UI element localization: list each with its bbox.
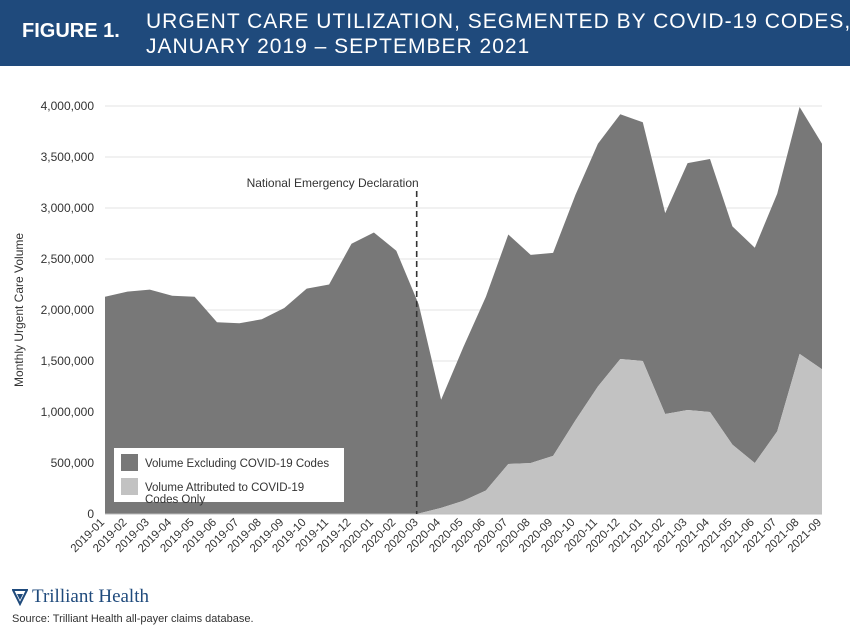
- y-tick-label: 3,500,000: [41, 150, 95, 164]
- trilliant-logo-icon: [12, 589, 28, 606]
- legend-box: [114, 448, 344, 502]
- y-tick-label: 1,500,000: [41, 354, 95, 368]
- legend-label: Codes Only: [145, 494, 205, 506]
- y-tick-label: 0: [87, 507, 94, 521]
- figure-label: FIGURE 1.: [22, 20, 120, 42]
- legend-swatch: [121, 478, 138, 495]
- y-tick-label: 2,000,000: [41, 303, 95, 317]
- y-tick-label: 4,000,000: [41, 99, 95, 113]
- y-tick-label: 2,500,000: [41, 252, 95, 266]
- source-note: Source: Trilliant Health all-payer claim…: [12, 613, 254, 625]
- figure-header: FIGURE 1. URGENT CARE UTILIZATION, SEGME…: [0, 0, 850, 66]
- series-area-excluding-covid: [105, 107, 822, 514]
- series-area-covid-only: [105, 353, 822, 514]
- legend-swatch: [121, 454, 138, 471]
- legend: Volume Excluding COVID-19 Codes Volume At…: [114, 448, 344, 506]
- y-tick-label: 3,000,000: [41, 201, 95, 215]
- y-axis-label: Monthly Urgent Care Volume: [12, 233, 26, 387]
- logo-text: Trilliant Health: [32, 586, 149, 607]
- annotation-text: National Emergency Declaration: [247, 176, 419, 190]
- figure-title-line-2: JANUARY 2019 – SEPTEMBER 2021: [146, 35, 531, 58]
- trilliant-health-logo: Trilliant Health: [12, 586, 149, 608]
- urgent-care-area-chart: 0 500,000 1,000,000 1,500,000 2,000,000 2,500…: [12, 99, 824, 555]
- y-tick-label: 1,000,000: [41, 405, 95, 419]
- figure-title-line-1: URGENT CARE UTILIZATION, SEGMENTED BY CO…: [146, 10, 850, 33]
- figure-title: URGENT CARE UTILIZATION, SEGMENTED BY CO…: [146, 9, 850, 59]
- legend-label: Volume Attributed to COVID-19: [145, 482, 304, 494]
- y-tick-label: 500,000: [51, 456, 95, 470]
- legend-label: Volume Excluding COVID-19 Codes: [145, 458, 329, 470]
